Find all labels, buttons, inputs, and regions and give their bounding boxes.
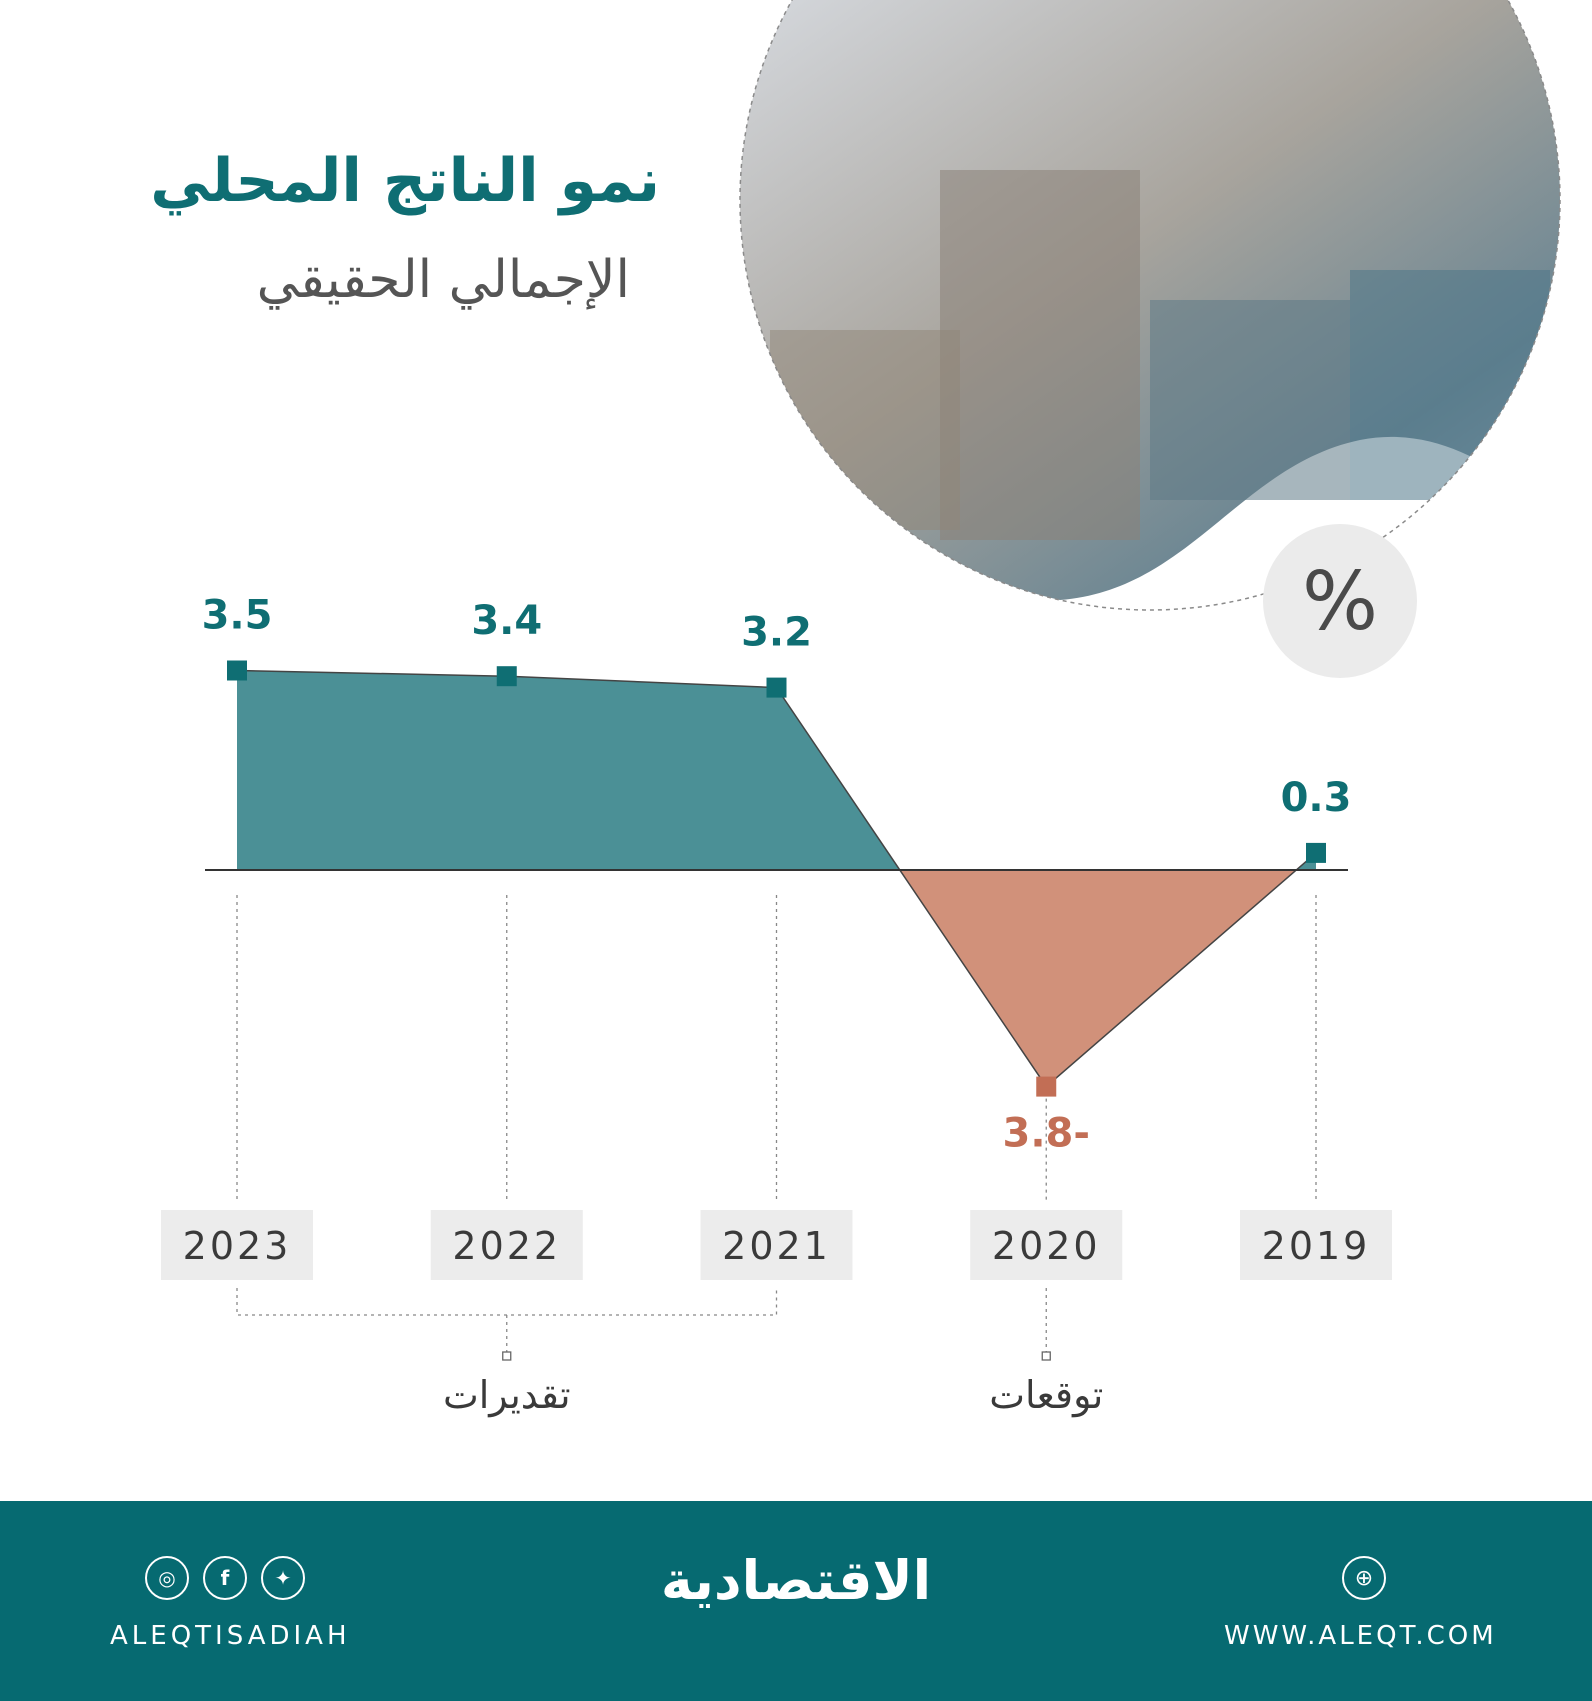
- social-handle[interactable]: ALEQTISADIAH: [110, 1621, 351, 1651]
- positive-area-2: [237, 670, 900, 870]
- unit-badge: %: [1263, 524, 1417, 678]
- chart-title-line2: الإجمالي الحقيقي: [256, 250, 630, 310]
- point-marker-2023: [227, 660, 247, 681]
- point-marker-2021: [766, 677, 787, 698]
- point-marker-2020: [1036, 1076, 1057, 1097]
- group-bracket-1: [236, 1288, 778, 1316]
- tick-label-2022: 2022: [452, 1224, 561, 1268]
- group-label-1: تقديرات: [443, 1373, 571, 1418]
- footer: ◎ f ✦ ALEQTISADIAH الاقتصادية ⊕ WWW.ALEQ…: [0, 1501, 1592, 1701]
- tick-label-2023: 2023: [183, 1224, 292, 1268]
- tick-box-2021: [700, 1210, 853, 1280]
- header-photo-decoration: [739, 0, 1561, 611]
- brand-logo: الاقتصادية: [660, 1549, 932, 1612]
- value-label-2020: 3.8-: [1003, 1111, 1090, 1157]
- group-marker-0: [1041, 1351, 1051, 1361]
- website-link[interactable]: WWW.ALEQT.COM: [1224, 1621, 1497, 1651]
- area-chart: 0.3 3.8- 3.2 3.4 3.5 2019 2020 2021 2022 2023 توقع…: [161, 593, 1392, 1418]
- value-label-2021: 3.2: [741, 610, 812, 656]
- twitter-icon[interactable]: ✦: [261, 1556, 305, 1600]
- group-label-0: توقعات: [989, 1373, 1103, 1418]
- tick-box-2020: [970, 1210, 1123, 1280]
- negative-area-1: [899, 870, 1297, 1087]
- group-marker-1: [502, 1351, 512, 1361]
- value-label-2022: 3.4: [471, 598, 542, 644]
- tick-label-2020: 2020: [992, 1224, 1101, 1268]
- value-label-2019: 0.3: [1281, 775, 1352, 821]
- point-marker-2019: [1306, 842, 1326, 863]
- tick-box-2019: [1240, 1210, 1392, 1280]
- value-label-2023: 3.5: [202, 593, 273, 639]
- facebook-icon[interactable]: f: [203, 1556, 247, 1600]
- chart-title-line1: نمو الناتج المحلي: [150, 146, 660, 216]
- tick-label-2021: 2021: [722, 1224, 831, 1268]
- dribbble-icon[interactable]: ⊕: [1342, 1556, 1386, 1600]
- social-links: ◎ f ✦: [145, 1556, 305, 1600]
- tick-box-2023: [161, 1210, 313, 1280]
- tick-box-2022: [430, 1210, 583, 1280]
- tick-label-2019: 2019: [1262, 1224, 1371, 1268]
- point-marker-2022: [496, 666, 517, 687]
- instagram-icon[interactable]: ◎: [145, 1556, 189, 1600]
